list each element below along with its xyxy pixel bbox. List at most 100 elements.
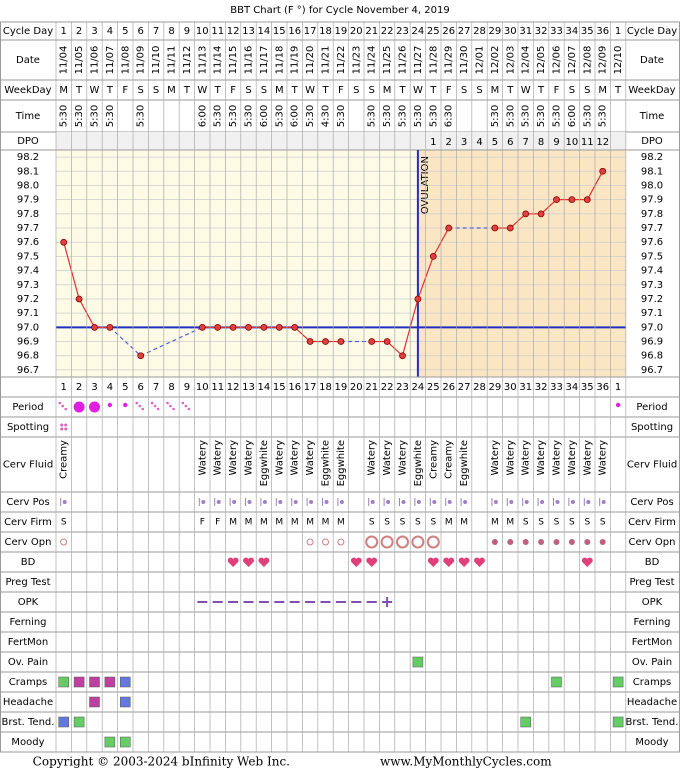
cerv-pos-dot xyxy=(509,500,514,504)
date: 12/09 xyxy=(598,46,609,75)
row-text: M xyxy=(506,518,514,528)
row-label-left: Headache xyxy=(3,697,53,708)
cycle-day: 19 xyxy=(335,382,348,393)
y-tick-label: 97.8 xyxy=(641,209,663,220)
cycle-day: 10 xyxy=(196,26,209,37)
y-tick-label: 97.1 xyxy=(17,308,39,319)
row-text: Watery xyxy=(290,440,301,476)
date: 11/18 xyxy=(274,46,285,75)
time: 5:30 xyxy=(598,105,609,127)
pre-ovulation-bg xyxy=(56,150,418,377)
cycle-day: 30 xyxy=(504,382,517,393)
dpo: 8 xyxy=(538,137,544,148)
weekday: W xyxy=(305,85,315,96)
cycle-day: 32 xyxy=(535,382,548,393)
row-label-right: Cerv Firm xyxy=(628,517,676,528)
dpo: 6 xyxy=(507,137,513,148)
cycle-day: 16 xyxy=(288,382,301,393)
cycle-day: 14 xyxy=(258,382,271,393)
cycle-day: 2 xyxy=(76,382,82,393)
bd-heart xyxy=(474,557,485,567)
symptom-square xyxy=(58,676,69,688)
bd-heart xyxy=(227,557,239,567)
cycle-day: 3 xyxy=(91,26,97,37)
cerv-opn-dot xyxy=(553,539,560,545)
row-text: Watery xyxy=(228,440,239,476)
time: 5:30 xyxy=(74,105,85,127)
bd-heart xyxy=(258,557,270,567)
cycle-day: 27 xyxy=(458,26,471,37)
date: 11/13 xyxy=(197,46,208,75)
dpo: 9 xyxy=(553,137,559,148)
y-tick-label: 98.1 xyxy=(17,166,39,177)
date: 11/24 xyxy=(367,46,378,75)
weekday: S xyxy=(461,85,467,96)
y-tick-label: 97.9 xyxy=(641,195,663,206)
row-label-left: Period xyxy=(12,402,43,413)
cycle-day: 18 xyxy=(319,382,332,393)
temp-point xyxy=(322,338,329,345)
y-tick-label: 97.3 xyxy=(641,280,663,291)
cycle-day: 27 xyxy=(458,382,471,393)
time: 4:30 xyxy=(321,105,332,127)
date: 11/07 xyxy=(105,46,116,75)
y-tick-label: 98.2 xyxy=(17,152,39,163)
date: 11/08 xyxy=(120,46,131,75)
row-text: M xyxy=(460,518,468,528)
row-text: Watery xyxy=(536,440,547,476)
row-label-left: Ov. Pain xyxy=(8,657,48,668)
bd-heart xyxy=(366,557,378,567)
cycle-day: 36 xyxy=(596,382,609,393)
row-label-left: Time xyxy=(15,111,40,122)
period-heavy xyxy=(89,401,100,413)
period-light xyxy=(615,402,621,408)
time: 5:30 xyxy=(274,105,285,127)
row-text: Watery xyxy=(367,440,378,476)
time: 5:30 xyxy=(552,105,563,127)
row-label-right: BD xyxy=(645,557,660,568)
row-text: Watery xyxy=(521,440,532,476)
row-label-right: Ferning xyxy=(633,617,670,628)
row-label-left: Spotting xyxy=(7,422,49,433)
temp-point xyxy=(537,210,545,218)
cycle-day: 6 xyxy=(138,26,144,37)
temp-point xyxy=(568,196,576,204)
weekday: T xyxy=(75,85,83,96)
cycle-day: 14 xyxy=(258,26,271,37)
row-text: S xyxy=(384,518,390,528)
date: 11/09 xyxy=(136,46,147,75)
row-text: Watery xyxy=(244,440,255,476)
cerv-opn-small xyxy=(322,538,329,546)
symptom-square xyxy=(120,696,131,708)
y-tick-label: 97.0 xyxy=(17,322,39,333)
dpo: 3 xyxy=(461,137,467,148)
time: 5:30 xyxy=(105,105,116,127)
row-label-left: Preg Test xyxy=(5,577,50,588)
row-label-left: Cycle Day xyxy=(3,26,53,37)
row-text: Creamy xyxy=(59,440,70,479)
row-text: S xyxy=(584,518,590,528)
date: 11/22 xyxy=(336,46,347,75)
date: 11/05 xyxy=(74,46,85,75)
weekday: T xyxy=(537,85,545,96)
bd-heart xyxy=(581,557,593,567)
date: 12/02 xyxy=(490,46,501,75)
time: 5:30 xyxy=(490,105,501,127)
cycle-day: 8 xyxy=(168,26,174,37)
period-dot xyxy=(166,401,169,405)
y-tick-label: 96.7 xyxy=(641,365,663,376)
time: 5:30 xyxy=(90,105,101,127)
row-text: Eggwhite xyxy=(413,440,424,486)
period-dot xyxy=(150,401,154,405)
weekday: M xyxy=(598,85,607,96)
row-bg xyxy=(56,132,626,150)
y-tick-label: 96.8 xyxy=(17,351,39,362)
temp-point xyxy=(383,338,391,345)
cycle-day: 7 xyxy=(153,26,159,37)
date: 12/01 xyxy=(475,46,486,75)
row-text: S xyxy=(61,518,67,528)
symptom-square xyxy=(89,696,100,708)
date: 12/08 xyxy=(582,46,593,75)
cycle-day: 13 xyxy=(242,26,255,37)
